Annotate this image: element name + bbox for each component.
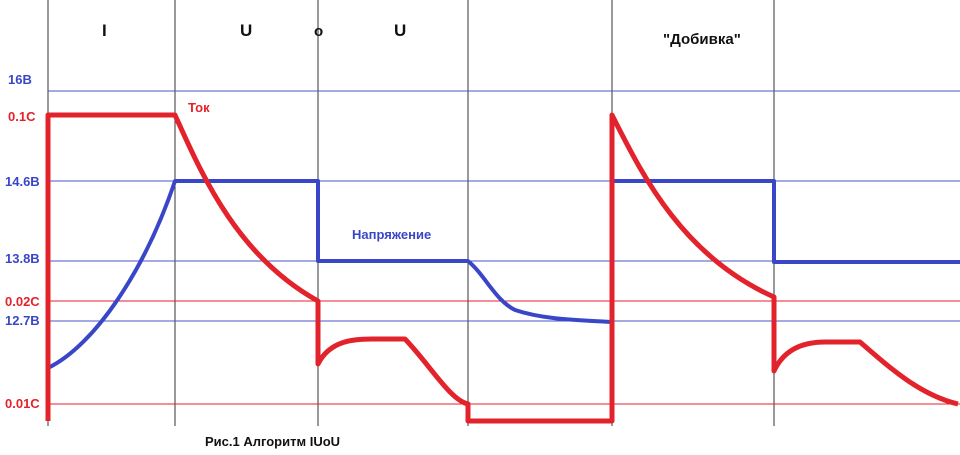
voltage-curve (47, 179, 960, 370)
stage-label-4: U (394, 21, 406, 40)
voltage-curve-label: Напряжение (352, 227, 431, 242)
label-16v: 16В (8, 72, 32, 87)
label-14-6v: 14.6В (5, 174, 40, 189)
stage-dividers (47, 0, 775, 426)
stage-label-3: o (314, 23, 323, 40)
stage-label-5: "Добивка" (663, 31, 741, 48)
current-gridlines (48, 300, 960, 405)
label-0-02c: 0.02C (5, 294, 40, 309)
current-curve (45, 112, 959, 424)
label-12-7v: 12.7В (5, 313, 40, 328)
label-13-8v: 13.8В (5, 251, 40, 266)
stage-label-1: I (102, 21, 107, 40)
voltage-gridlines (48, 90, 960, 322)
figure-caption: Рис.1 Алгоритм IUoU (205, 434, 341, 449)
label-0-01c: 0.01C (5, 396, 40, 411)
stage-label-2: U (240, 21, 252, 40)
current-curve-label: Ток (188, 100, 210, 115)
label-0-1c: 0.1C (8, 109, 36, 124)
